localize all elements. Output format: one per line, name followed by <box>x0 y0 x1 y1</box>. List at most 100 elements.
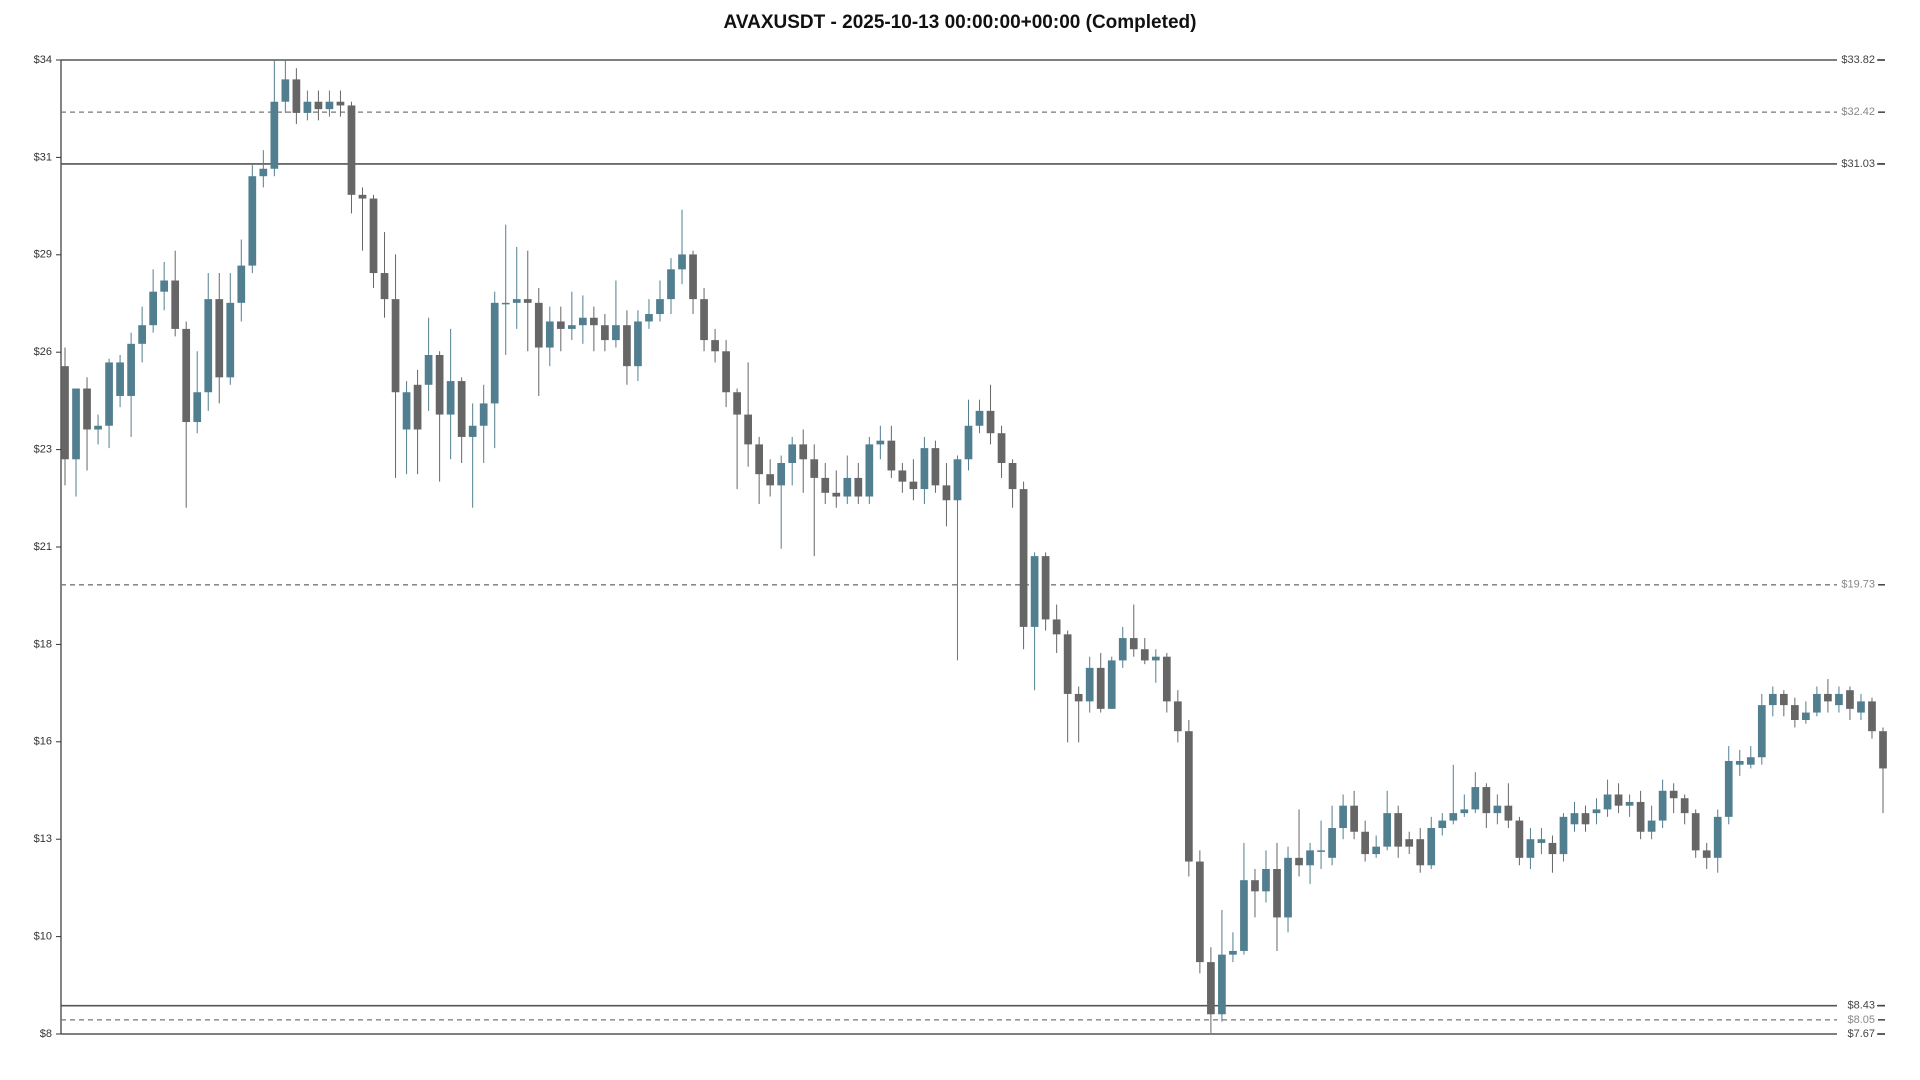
candle-body <box>303 101 312 113</box>
candle-body <box>380 273 389 300</box>
candle-body <box>292 79 301 113</box>
candle-body <box>204 299 213 393</box>
candle-body <box>1284 857 1292 918</box>
candle-body <box>1702 850 1711 858</box>
candle-body <box>1592 809 1601 814</box>
candle-body <box>1427 828 1436 866</box>
candle-body <box>920 448 929 490</box>
candle-body <box>413 384 422 430</box>
y-tick-label: $10 <box>34 931 52 943</box>
candle-body <box>369 198 378 274</box>
candle-body <box>744 414 752 445</box>
candle-body <box>1559 816 1568 855</box>
candle-body <box>1570 813 1579 825</box>
candle-body <box>1868 701 1876 732</box>
candle-body <box>755 444 764 475</box>
candle-body <box>1713 816 1722 858</box>
candle-body <box>468 425 477 437</box>
candle-body <box>623 325 631 367</box>
candle-body <box>1229 950 1237 955</box>
candle-body <box>138 325 146 344</box>
candle-body <box>215 299 224 378</box>
candle-body <box>601 325 609 341</box>
candle-body <box>1262 868 1270 892</box>
candle-body <box>788 444 797 464</box>
candle-body <box>1438 820 1447 829</box>
candle-body <box>1846 690 1854 709</box>
candle-body <box>1879 731 1887 769</box>
level-label-bg <box>1837 999 1877 1012</box>
candle-body <box>1074 693 1083 702</box>
candle-body <box>72 388 80 460</box>
candle-body <box>1857 701 1865 713</box>
candle-body <box>1768 693 1777 706</box>
candle-body <box>689 254 697 300</box>
candle-body <box>997 433 1006 464</box>
candle-body <box>94 425 102 430</box>
candle-body <box>1383 813 1392 847</box>
candle-body <box>446 381 455 415</box>
candle-body <box>1460 809 1469 814</box>
candle-body <box>953 459 962 501</box>
candle-body <box>1680 798 1689 814</box>
level-label-bg <box>1837 54 1877 66</box>
candle-body <box>1251 880 1259 892</box>
candle-body <box>964 425 973 460</box>
y-tick-label: $34 <box>34 54 52 66</box>
candle-body <box>898 470 907 482</box>
candle-body <box>490 302 499 404</box>
candle-body <box>105 362 113 426</box>
candle-body <box>590 317 598 326</box>
candle-body <box>1218 954 1226 1015</box>
candle-body <box>1052 619 1061 635</box>
candle-body <box>1118 638 1127 661</box>
candle-body <box>986 410 995 434</box>
chart-title: AVAXUSDT - 2025-10-13 00:00:00+00:00 (Co… <box>724 12 1197 33</box>
level-label-bg <box>1837 157 1877 170</box>
candle-body <box>281 79 290 102</box>
level-label: $31.03 <box>1841 158 1875 170</box>
candle-body <box>435 354 444 415</box>
candle-body <box>1041 556 1050 620</box>
candle-body <box>325 101 334 110</box>
candle-body <box>909 481 918 490</box>
candle-body <box>1515 820 1524 858</box>
candle-body <box>457 381 466 437</box>
candle-body <box>1526 839 1535 858</box>
y-tick-label: $13 <box>34 833 52 845</box>
candle-body <box>1295 857 1303 866</box>
y-tick-label: $23 <box>34 444 52 456</box>
candle-body <box>578 317 587 326</box>
candle-body <box>512 299 521 303</box>
candle-body <box>865 444 874 497</box>
candle-body <box>766 474 775 486</box>
candle-body <box>83 388 91 430</box>
candle-body <box>1835 693 1843 706</box>
candle-body <box>876 440 885 445</box>
candle-body <box>1339 805 1347 829</box>
candle-body <box>358 194 367 199</box>
candle-body <box>556 321 565 329</box>
candle-body <box>711 340 719 352</box>
candle-body <box>799 444 808 460</box>
candle-body <box>1471 787 1480 810</box>
candle-body <box>1085 667 1094 702</box>
candle-body <box>1096 667 1105 709</box>
candle-body <box>777 463 786 486</box>
level-label: $33.82 <box>1841 54 1875 66</box>
candle-body <box>975 410 984 426</box>
candle-body <box>567 325 576 329</box>
candle-body <box>347 105 356 195</box>
candle-body <box>1669 790 1678 799</box>
candle-body <box>1196 861 1204 963</box>
candle-body <box>1724 760 1733 817</box>
candle-body <box>1008 463 1017 490</box>
candle-body <box>1548 842 1557 855</box>
candle-body <box>1746 757 1755 765</box>
candle-body <box>248 176 257 266</box>
candle-body <box>336 101 345 106</box>
candle-body <box>424 354 433 385</box>
candle-body <box>612 325 620 341</box>
candle-body <box>237 265 246 303</box>
